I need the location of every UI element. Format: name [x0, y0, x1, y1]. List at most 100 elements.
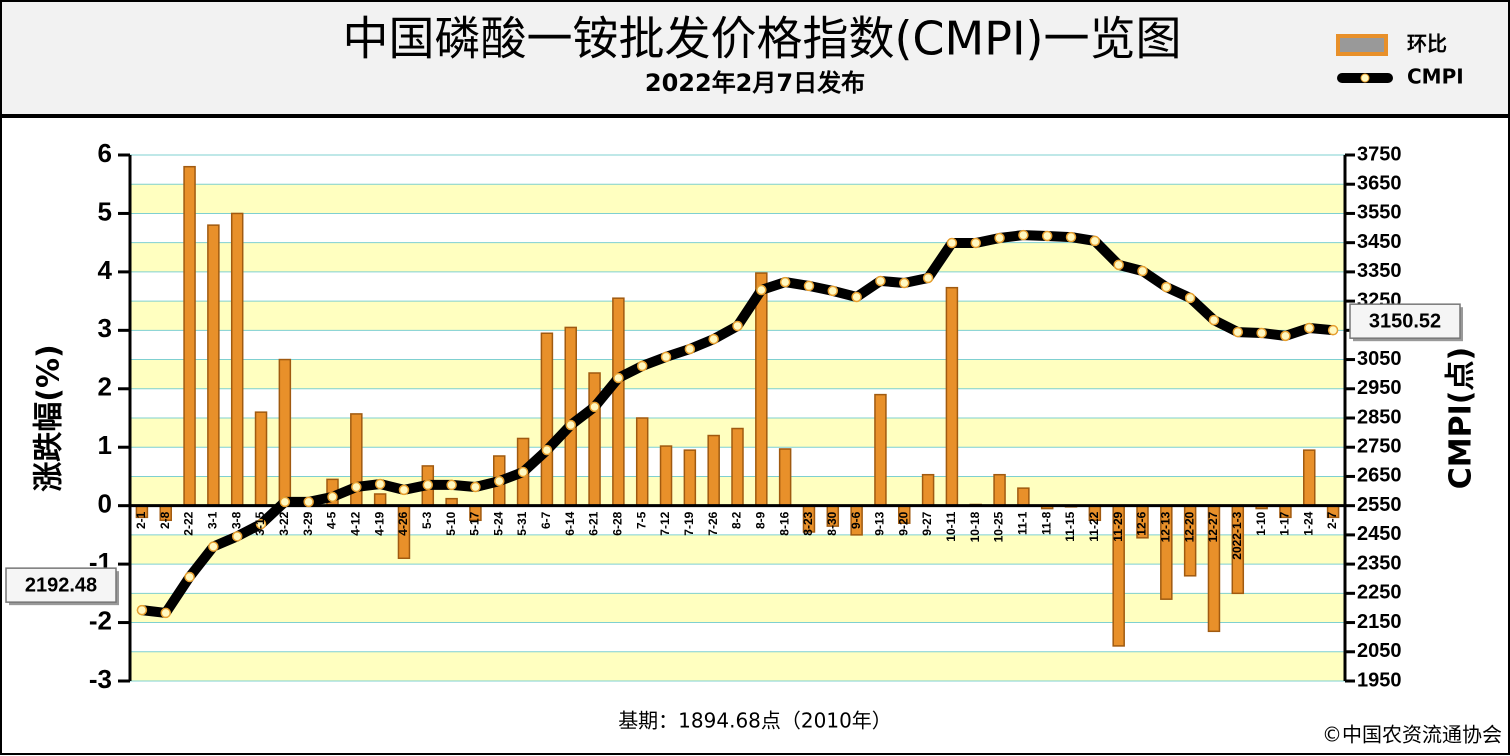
y2-tick-label: 3050 [1357, 348, 1402, 370]
x-tick-label: 3-8 [229, 511, 243, 529]
line-point [208, 541, 219, 552]
line-point [470, 481, 481, 493]
x-tick-label: 11-22 [1087, 511, 1101, 541]
line-point [922, 272, 934, 284]
x-tick-label: 11-1 [1016, 511, 1030, 535]
x-tick-label: 3-22 [277, 511, 291, 535]
line-point [494, 475, 505, 487]
x-tick-label: 11-8 [1039, 511, 1053, 535]
x-tick-label: 2-7 [1325, 511, 1339, 529]
line-point [851, 291, 862, 303]
line-point [1041, 230, 1053, 242]
line-point [160, 607, 171, 619]
line-point [446, 479, 457, 491]
bar [183, 165, 196, 507]
grid-band [130, 213, 1345, 243]
line-point [517, 466, 529, 478]
x-tick-label: 2022-1-3 [1230, 511, 1244, 559]
line-point [970, 237, 981, 249]
line-point [303, 496, 314, 508]
line-point [422, 479, 434, 491]
line-point [255, 518, 267, 530]
y2-tick-label: 2950 [1357, 377, 1402, 399]
y-tick-label: -2 [89, 605, 112, 635]
y-tick-label: -3 [89, 664, 112, 694]
x-tick-label: 6-14 [563, 511, 577, 535]
x-tick-label: 4-12 [348, 511, 362, 535]
line-point [184, 571, 195, 583]
x-tick-label: 10-18 [968, 511, 982, 542]
x-tick-label: 5-31 [515, 511, 529, 535]
bar [278, 358, 292, 507]
line-point [708, 333, 719, 345]
x-tick-label: 2-1 [134, 511, 148, 529]
chart-subtitle: 2022年2月7日发布 [645, 69, 865, 97]
bar [707, 434, 720, 507]
x-tick-label: 4-5 [325, 511, 339, 529]
line-point [803, 280, 815, 292]
line-point [231, 531, 243, 542]
y2-tick-label: 3550 [1357, 202, 1402, 224]
x-tick-label: 7-12 [658, 511, 672, 535]
x-tick-label: 6-7 [539, 511, 553, 529]
y-tick-label: 4 [98, 255, 113, 285]
x-tick-label: 6-28 [611, 511, 625, 535]
x-tick-label: 10-25 [992, 511, 1006, 542]
line-point [1065, 231, 1077, 243]
y2-tick-label: 2550 [1357, 494, 1402, 516]
line-point [136, 604, 148, 616]
x-tick-label: 9-6 [849, 511, 863, 529]
line-point [1184, 292, 1196, 304]
legend-label: CMPI [1407, 65, 1464, 89]
line-point [875, 275, 886, 287]
x-tick-label: 12-20 [1182, 511, 1196, 542]
y-tick-label: 5 [98, 196, 112, 226]
x-tick-label: 8-9 [753, 511, 767, 529]
x-tick-label: 3-1 [206, 511, 220, 529]
x-tick-label: 1-10 [1254, 511, 1268, 535]
bar [1017, 487, 1030, 507]
callout-label: 3150.52 [1369, 310, 1441, 332]
bar [874, 393, 887, 507]
line-point [351, 481, 362, 493]
x-tick-label: 8-30 [825, 511, 839, 535]
y2-tick-label: 3450 [1357, 231, 1402, 253]
y2-tick-label: 1950 [1357, 669, 1402, 691]
line-point [1089, 235, 1101, 247]
line-point [827, 285, 839, 297]
grid-band [130, 155, 1345, 185]
line-point [1018, 229, 1029, 241]
bar [993, 473, 1006, 507]
bar [254, 411, 268, 507]
y-tick-label: 0 [98, 489, 112, 519]
line-point [732, 320, 743, 332]
x-tick-label: 11-29 [1111, 511, 1125, 541]
bar [207, 224, 220, 507]
grid-band [130, 534, 1345, 565]
bar [731, 427, 744, 507]
x-tick-label: 4-26 [396, 511, 410, 535]
x-tick-label: 8-2 [730, 511, 744, 529]
y2-tick-label: 2850 [1357, 406, 1402, 428]
bar [230, 212, 244, 507]
x-tick-label: 12-13 [1158, 511, 1172, 542]
grid-band [130, 622, 1345, 652]
bar [778, 448, 792, 507]
line-point [1256, 327, 1267, 339]
x-tick-label: 5-3 [420, 511, 434, 529]
line-point [589, 401, 600, 413]
legend-label: 环比 [1407, 32, 1447, 56]
y2-tick-label: 3650 [1357, 173, 1402, 195]
y-tick-label: 6 [98, 138, 112, 168]
bar [921, 473, 935, 507]
bar [1303, 449, 1316, 507]
line-point [541, 444, 553, 456]
y2-tick-label: 2250 [1357, 582, 1402, 604]
x-tick-label: 9-13 [873, 511, 887, 535]
x-tick-label: 1-24 [1301, 511, 1315, 535]
y2-tick-label: 2350 [1357, 552, 1402, 574]
x-tick-label: 1-17 [1278, 511, 1292, 535]
line-point [779, 276, 791, 288]
x-tick-label: 2-22 [182, 511, 196, 535]
line-point [374, 478, 386, 490]
